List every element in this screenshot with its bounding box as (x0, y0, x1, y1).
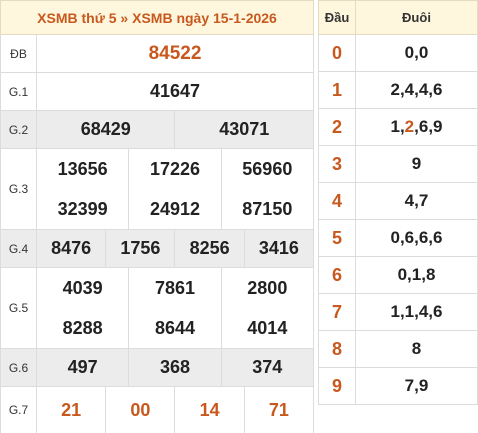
prize-number-db: 84522 (36, 34, 314, 73)
loto-head: 8 (318, 330, 356, 368)
prize-number-g3: 24912 (149, 199, 200, 219)
prize-number-g3: 32399 (57, 199, 108, 219)
loto-head: 2 (318, 108, 356, 146)
loto-tail: 8 (355, 330, 478, 368)
prize-row-g7: G.7 21 00 14 71 (0, 386, 315, 433)
loto-head: 1 (318, 71, 356, 109)
prize-label-g2: G.2 (0, 110, 37, 149)
prize-number-g7: 14 (174, 386, 245, 433)
loto-tail: 4,7 (355, 182, 478, 220)
loto-row: 4 4,7 (318, 182, 478, 220)
prize-cell-g5: 7861 8644 (128, 267, 222, 349)
prize-number-g7: 21 (35, 386, 107, 433)
prize-label-g7: G.7 (0, 386, 37, 433)
loto-tail-highlight: 2 (404, 117, 415, 136)
loto-tail-part: ,6,9 (414, 117, 443, 136)
prize-row-db: ĐB 84522 (0, 34, 314, 73)
loto-tail: 0,1,8 (355, 256, 478, 294)
loto-head: 4 (318, 182, 356, 220)
loto-head: 0 (318, 34, 356, 72)
prize-number-g5: 4039 (62, 278, 103, 298)
prize-number-g5: 8644 (154, 318, 195, 338)
prize-number-g4: 8476 (35, 229, 107, 268)
loto-head: 9 (318, 367, 356, 405)
prize-number-g5: 8288 (62, 318, 103, 338)
prize-row-g6: G.6 497 368 374 (0, 348, 315, 387)
prize-cell-g3: 56960 87150 (220, 148, 315, 230)
loto-head-tail-table: Đầu Đuôi 0 0,0 1 2,4,4,6 2 1,2,6,9 3 9 4… (318, 0, 478, 405)
prize-label-g5: G.5 (0, 267, 37, 349)
loto-row: 0 0,0 (318, 34, 478, 72)
prize-number-g7: 00 (105, 386, 176, 433)
loto-tail: 7,9 (355, 367, 478, 405)
prize-number-g3: 17226 (149, 159, 200, 179)
results-table: XSMB thứ 5 » XSMB ngày 15-1-2026 ĐB 8452… (0, 0, 315, 433)
prize-number-g6: 497 (35, 348, 130, 387)
prize-row-g4: G.4 8476 1756 8256 3416 (0, 229, 315, 268)
prize-cell-g5: 2800 4014 (220, 267, 315, 349)
loto-tail: 0,0 (355, 34, 478, 72)
prize-number-g3: 13656 (57, 159, 108, 179)
loto-header-row: Đầu Đuôi (318, 0, 478, 35)
prize-number-g5: 7861 (154, 278, 195, 298)
prize-number-g7: 71 (243, 386, 315, 433)
loto-row: 8 8 (318, 330, 478, 368)
prize-number-g1: 41647 (36, 72, 314, 111)
loto-row: 9 7,9 (318, 367, 478, 405)
prize-row-g1: G.1 41647 (0, 72, 314, 111)
prize-cell-g5: 4039 8288 (35, 267, 130, 349)
loto-tail: 2,4,4,6 (355, 71, 478, 109)
loto-head: 6 (318, 256, 356, 294)
loto-row: 3 9 (318, 145, 478, 183)
loto-row: 1 2,4,4,6 (318, 71, 478, 109)
prize-cell-g3: 13656 32399 (35, 148, 130, 230)
prize-number-g2: 68429 (35, 110, 176, 149)
prize-number-g3: 56960 (242, 159, 293, 179)
loto-row: 5 0,6,6,6 (318, 219, 478, 257)
results-title: XSMB thứ 5 » XSMB ngày 15-1-2026 (0, 0, 314, 35)
prize-number-g6: 368 (128, 348, 222, 387)
loto-head: 5 (318, 219, 356, 257)
breadcrumb-thu5-link[interactable]: XSMB thứ 5 (37, 9, 117, 26)
prize-row-g2: G.2 68429 43071 (0, 110, 314, 149)
prize-cell-g3: 17226 24912 (128, 148, 222, 230)
prize-number-g6: 374 (220, 348, 315, 387)
loto-col-head: Đầu (318, 0, 356, 35)
breadcrumb-separator: » (120, 9, 129, 26)
prize-label-db: ĐB (0, 34, 37, 73)
prize-row-g5: G.5 4039 8288 7861 8644 2800 4014 (0, 267, 315, 349)
loto-tail: 1,2,6,9 (355, 108, 478, 146)
loto-tail: 1,1,4,6 (355, 293, 478, 331)
breadcrumb-date-link[interactable]: XSMB ngày 15-1-2026 (132, 9, 277, 26)
prize-number-g4: 8256 (174, 229, 245, 268)
prize-number-g2: 43071 (174, 110, 314, 149)
loto-head: 3 (318, 145, 356, 183)
results-title-row: XSMB thứ 5 » XSMB ngày 15-1-2026 (0, 0, 314, 35)
loto-col-tail: Đuôi (355, 0, 478, 35)
prize-number-g3: 87150 (242, 199, 293, 219)
prize-label-g3: G.3 (0, 148, 37, 230)
prize-number-g5: 2800 (247, 278, 288, 298)
prize-label-g1: G.1 (0, 72, 37, 111)
loto-head: 7 (318, 293, 356, 331)
loto-tail: 0,6,6,6 (355, 219, 478, 257)
prize-number-g4: 3416 (243, 229, 315, 268)
loto-row: 7 1,1,4,6 (318, 293, 478, 331)
prize-label-g6: G.6 (0, 348, 37, 387)
loto-tail-part: 1, (390, 117, 405, 136)
prize-number-g5: 4014 (247, 318, 288, 338)
prize-label-g4: G.4 (0, 229, 37, 268)
loto-tail: 9 (355, 145, 478, 183)
prize-row-g3: G.3 13656 32399 17226 24912 56960 87150 (0, 148, 315, 230)
loto-row: 2 1,2,6,9 (318, 108, 478, 146)
prize-number-g4: 1756 (105, 229, 176, 268)
loto-row: 6 0,1,8 (318, 256, 478, 294)
